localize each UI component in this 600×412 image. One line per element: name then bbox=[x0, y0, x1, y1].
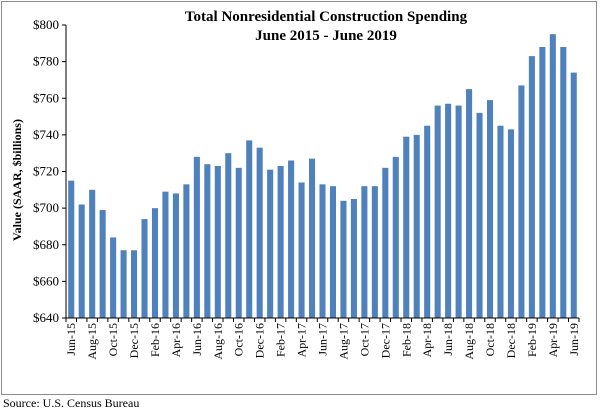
x-tick-label: Feb-17 bbox=[274, 323, 288, 357]
bar bbox=[193, 156, 200, 318]
y-tick-label: $740 bbox=[33, 127, 59, 142]
x-tick-label: Jun-19 bbox=[567, 323, 581, 356]
x-tick-label: Apr-18 bbox=[420, 323, 434, 357]
x-tick-label: Aug-15 bbox=[85, 323, 99, 360]
y-tick-label: $680 bbox=[33, 237, 59, 252]
bar bbox=[298, 182, 305, 318]
x-tick-label: Apr-16 bbox=[169, 323, 183, 357]
bar bbox=[162, 191, 169, 318]
x-tick-label: Dec-17 bbox=[378, 323, 392, 358]
bar bbox=[256, 147, 263, 318]
bar bbox=[68, 180, 75, 318]
bar bbox=[78, 204, 85, 318]
bar bbox=[204, 164, 211, 318]
x-tick-label: Oct-18 bbox=[483, 323, 497, 356]
bar bbox=[99, 209, 106, 318]
y-tick-label: $720 bbox=[33, 164, 59, 179]
bar bbox=[120, 250, 127, 318]
bar bbox=[329, 186, 336, 318]
bar bbox=[319, 184, 326, 318]
x-tick-label: Oct-17 bbox=[357, 323, 371, 356]
x-tick-label: Aug-16 bbox=[211, 323, 225, 360]
bar bbox=[455, 105, 462, 318]
bar bbox=[151, 208, 159, 319]
y-axis-label: Value (SAAR, $billions) bbox=[10, 119, 24, 241]
bar bbox=[539, 46, 546, 318]
x-tick-label: Jun-17 bbox=[316, 323, 330, 356]
bar bbox=[131, 250, 138, 318]
bar bbox=[507, 129, 514, 318]
chart-subtitle: June 2015 - June 2019 bbox=[255, 28, 397, 44]
bar bbox=[560, 46, 567, 318]
bar bbox=[434, 105, 441, 318]
bar bbox=[183, 184, 190, 318]
bar bbox=[549, 34, 556, 318]
bar bbox=[214, 166, 221, 318]
y-tick-label: $780 bbox=[33, 54, 59, 69]
x-tick-label: Oct-16 bbox=[232, 323, 246, 356]
bar bbox=[518, 85, 525, 319]
x-tick-label: Jun-15 bbox=[64, 323, 78, 356]
bar bbox=[288, 160, 295, 318]
chart-title: Total Nonresidential Construction Spendi… bbox=[185, 9, 468, 25]
bar bbox=[235, 167, 242, 318]
bar bbox=[225, 153, 232, 318]
bar bbox=[110, 237, 117, 318]
bar bbox=[476, 112, 483, 319]
bar bbox=[267, 169, 274, 318]
bar bbox=[350, 198, 357, 318]
bar bbox=[361, 186, 368, 318]
x-tick-label: Dec-16 bbox=[253, 323, 267, 358]
x-tick-label: Dec-18 bbox=[504, 323, 518, 358]
x-tick-label: Aug-17 bbox=[336, 323, 350, 360]
y-tick-label: $640 bbox=[33, 310, 59, 325]
bar bbox=[141, 219, 148, 318]
bar bbox=[89, 189, 96, 318]
y-tick-label: $760 bbox=[33, 90, 59, 105]
y-tick-label: $800 bbox=[33, 17, 59, 32]
source-note: Source: U.S. Census Bureau bbox=[3, 396, 140, 410]
x-tick-label: Jun-16 bbox=[190, 323, 204, 356]
bar bbox=[340, 200, 347, 318]
x-tick-label: Jun-18 bbox=[441, 323, 455, 356]
bar bbox=[570, 72, 577, 318]
x-tick-label: Feb-18 bbox=[399, 323, 413, 357]
bar bbox=[445, 103, 452, 319]
bar bbox=[371, 186, 378, 318]
bar bbox=[497, 125, 504, 318]
bar bbox=[413, 134, 420, 319]
bar bbox=[486, 100, 494, 318]
bars bbox=[68, 34, 577, 319]
bar bbox=[392, 156, 399, 318]
x-axis-ticks: Jun-15 Aug-15 Oct-15 Dec-15 Feb-16 Apr-16 Jun-… bbox=[64, 318, 581, 360]
x-tick-label: Feb-16 bbox=[148, 323, 162, 357]
y-tick-label: $660 bbox=[33, 273, 59, 288]
x-tick-label: Dec-15 bbox=[127, 323, 141, 358]
bar bbox=[403, 136, 410, 318]
bar bbox=[382, 167, 389, 318]
y-axis-ticks: $640 $660 $680 $700 $720 $740 $760 $780 $800 bbox=[33, 17, 66, 325]
x-tick-label: Apr-19 bbox=[546, 323, 560, 357]
x-tick-label: Feb-19 bbox=[525, 323, 539, 357]
bar bbox=[172, 193, 179, 318]
x-tick-label: Oct-15 bbox=[106, 323, 120, 356]
bar bbox=[424, 125, 431, 318]
x-tick-label: Apr-17 bbox=[295, 323, 309, 357]
bar bbox=[528, 56, 535, 318]
x-tick-label: Aug-18 bbox=[462, 323, 476, 360]
bar bbox=[277, 166, 284, 318]
y-tick-label: $700 bbox=[33, 200, 59, 215]
bar bbox=[246, 140, 253, 318]
bar bbox=[308, 158, 316, 318]
bar bbox=[466, 89, 473, 318]
